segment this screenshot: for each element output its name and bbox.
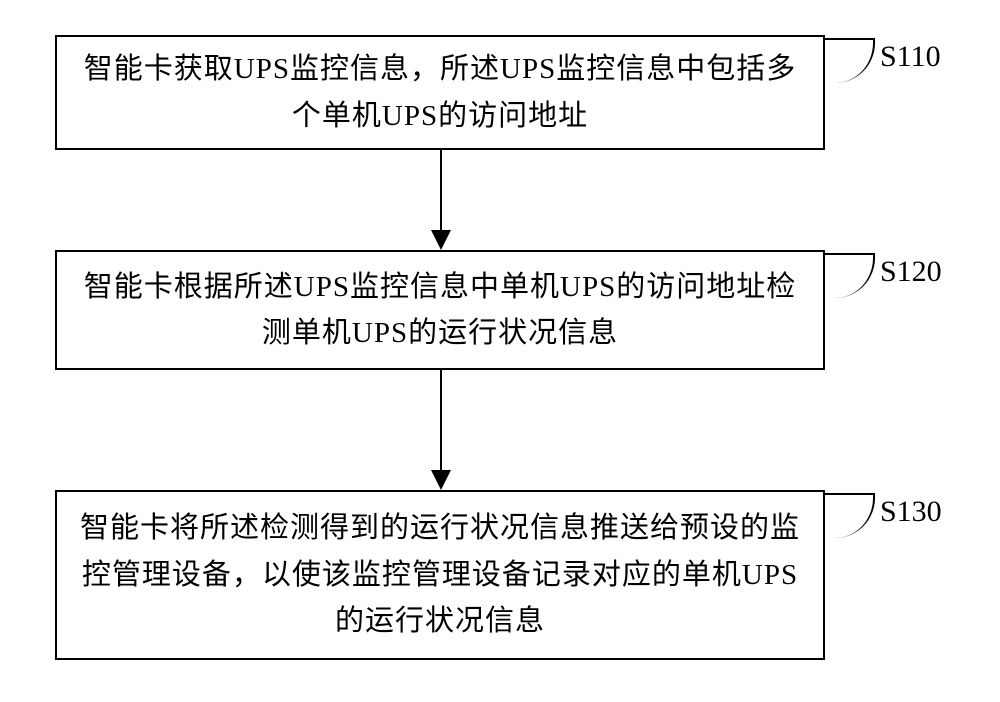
arrow-s120-s130 xyxy=(440,370,442,490)
arrow-s110-s120 xyxy=(440,150,442,250)
label-connector xyxy=(825,493,875,538)
step-text: 智能卡将所述检测得到的运行状况信息推送给预设的监控管理设备，以使该监控管理设备记… xyxy=(77,505,803,644)
flowchart-canvas: 智能卡获取UPS监控信息，所述UPS监控信息中包括多个单机UPS的访问地址 S1… xyxy=(0,0,1000,702)
step-box-s110: 智能卡获取UPS监控信息，所述UPS监控信息中包括多个单机UPS的访问地址 xyxy=(55,35,825,150)
step-label-s110: S110 xyxy=(880,40,941,74)
step-label-s120: S120 xyxy=(880,255,942,289)
step-box-s120: 智能卡根据所述UPS监控信息中单机UPS的访问地址检测单机UPS的运行状况信息 xyxy=(55,250,825,370)
step-text: 智能卡获取UPS监控信息，所述UPS监控信息中包括多个单机UPS的访问地址 xyxy=(77,46,803,139)
label-connector xyxy=(825,38,875,83)
step-box-s130: 智能卡将所述检测得到的运行状况信息推送给预设的监控管理设备，以使该监控管理设备记… xyxy=(55,490,825,660)
step-label-s130: S130 xyxy=(880,495,942,529)
label-connector xyxy=(825,253,875,298)
step-text: 智能卡根据所述UPS监控信息中单机UPS的访问地址检测单机UPS的运行状况信息 xyxy=(77,264,803,357)
